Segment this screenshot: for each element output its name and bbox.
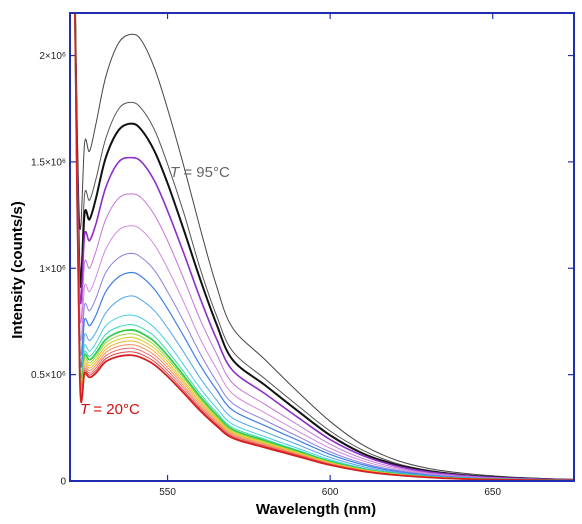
- annotation-low-temp: T = 20°C: [80, 401, 140, 418]
- annotation-high-temp-symbol: T: [170, 164, 181, 181]
- x-tick-label: 600: [322, 487, 339, 498]
- series-line-19: [74, 13, 574, 481]
- series-layer: [74, 13, 574, 481]
- annotation-low-temp-symbol: T: [80, 401, 91, 418]
- series-line-12: [74, 13, 574, 481]
- annotation-high-temp: T = 95°C: [170, 164, 230, 181]
- x-tick-label: 650: [484, 487, 501, 498]
- tick-labels: 550 600 650 0 0.5×10⁶ 1×10⁶ 1.5×10⁶ 2×10⁶: [31, 51, 501, 498]
- annotation-high-temp-value: = 95°C: [179, 164, 230, 181]
- y-tick-label: 0.5×10⁶: [31, 370, 66, 381]
- series-line-18: [74, 13, 574, 481]
- y-axis-label: Intensity (counts/s): [9, 201, 26, 339]
- series-line-1: [74, 13, 574, 481]
- series-line-15: [74, 13, 574, 481]
- series-line-7: [74, 13, 574, 481]
- axis-ticks: [70, 13, 574, 482]
- y-tick-label: 2×10⁶: [39, 51, 66, 62]
- y-tick-label: 1×10⁶: [39, 264, 66, 275]
- series-line-16: [74, 13, 574, 481]
- series-line-5: [74, 13, 574, 481]
- series-line-2: [74, 13, 574, 481]
- series-line-8: [74, 13, 574, 481]
- y-tick-label: 1.5×10⁶: [31, 157, 66, 168]
- y-tick-label: 0: [60, 477, 66, 488]
- series-line-9: [74, 13, 574, 481]
- series-line-14: [74, 13, 574, 481]
- series-line-11: [74, 13, 574, 481]
- x-axis-label: Wavelength (nm): [256, 501, 376, 518]
- series-line-6: [74, 13, 574, 481]
- plot-frame: [69, 12, 575, 482]
- series-line-17: [74, 13, 574, 481]
- series-line-3: [74, 13, 574, 481]
- x-tick-label: 550: [159, 487, 176, 498]
- series-line-10: [74, 13, 574, 481]
- annotation-low-temp-value: = 20°C: [89, 401, 140, 418]
- series-line-4: [74, 13, 574, 481]
- series-line-13: [74, 13, 574, 481]
